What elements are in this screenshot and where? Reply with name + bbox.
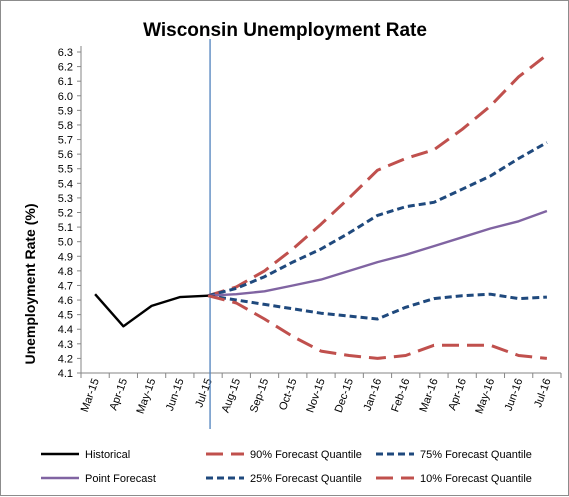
x-tick-label: Feb-16 bbox=[389, 377, 412, 414]
x-tick-label: Jun-16 bbox=[503, 377, 526, 413]
y-tick-label: 4.4 bbox=[58, 324, 73, 336]
y-tick-label: 4.7 bbox=[58, 280, 73, 292]
y-tick-label: 4.1 bbox=[58, 368, 73, 380]
y-tick-label: 6.3 bbox=[58, 47, 73, 59]
y-tick-label: 4.9 bbox=[58, 251, 73, 263]
y-tick-label: 5.4 bbox=[58, 178, 73, 190]
legend-label-historical: Historical bbox=[85, 449, 130, 461]
y-axis-label: Unemployment Rate (%) bbox=[22, 203, 38, 364]
x-tick-label: Mar-16 bbox=[418, 377, 441, 414]
legend-label-75-forecast-quantile: 75% Forecast Quantile bbox=[420, 449, 532, 461]
x-tick-label: Mar-15 bbox=[79, 377, 102, 414]
y-tick-label: 5.0 bbox=[58, 237, 73, 249]
x-tick-label: Jun-15 bbox=[164, 377, 187, 413]
y-tick-label: 4.2 bbox=[58, 353, 73, 365]
series-line-90-forecast-quantile bbox=[207, 53, 548, 298]
y-tick-label: 5.8 bbox=[58, 120, 73, 132]
y-tick-label: 4.6 bbox=[58, 295, 73, 307]
legend-label-point-forecast: Point Forecast bbox=[85, 473, 156, 485]
y-tick-label: 6.0 bbox=[58, 91, 73, 103]
y-tick-label: 4.5 bbox=[58, 310, 73, 322]
x-tick-label: Jan-16 bbox=[362, 377, 385, 413]
x-tick-label: Oct-15 bbox=[277, 377, 300, 412]
y-tick-label: 5.5 bbox=[58, 164, 73, 176]
y-tick-label: 5.6 bbox=[58, 149, 73, 161]
legend-label-25-forecast-quantile: 25% Forecast Quantile bbox=[250, 473, 362, 485]
y-tick-label: 5.7 bbox=[58, 135, 73, 147]
legend: Historical 90% Forecast Quantile 75% Forec… bbox=[41, 449, 532, 485]
x-tick-label: Aug-15 bbox=[220, 377, 243, 414]
legend-label-90-forecast-quantile: 90% Forecast Quantile bbox=[250, 449, 362, 461]
x-tick-label: May-15 bbox=[135, 377, 159, 416]
x-tick-label: Apr-15 bbox=[108, 377, 131, 412]
plot-area: 4.1 4.2 4.3 4.4 4.5 4.6 4.7 4.8 4.9 5.0 5.1 5.2 5.3 5… bbox=[58, 39, 562, 429]
x-tick-label: Sep-15 bbox=[248, 377, 271, 414]
legend-label-10-forecast-quantile: 10% Forecast Quantile bbox=[420, 473, 532, 485]
series-line-point-forecast bbox=[208, 209, 548, 297]
series-line-10-forecast-quantile bbox=[207, 294, 548, 360]
x-tick-label: Dec-15 bbox=[333, 377, 356, 414]
y-tick-label: 6.2 bbox=[58, 62, 73, 74]
y-tick-label: 4.3 bbox=[58, 339, 73, 351]
y-tick-label: 5.2 bbox=[58, 208, 73, 220]
chart-title: Wisconsin Unemployment Rate bbox=[143, 20, 427, 41]
y-tick-label: 6.1 bbox=[58, 76, 73, 88]
y-tick-label: 5.1 bbox=[58, 222, 73, 234]
y-tick-label: 5.9 bbox=[58, 105, 73, 117]
x-tick-label: Nov-15 bbox=[304, 377, 327, 414]
y-tick-label: 4.8 bbox=[58, 266, 73, 278]
x-tick-label: Apr-16 bbox=[446, 377, 469, 412]
series-line-75-forecast-quantile bbox=[207, 141, 548, 298]
x-tick-label: May-16 bbox=[473, 377, 497, 416]
x-tick-label: Jul-15 bbox=[193, 377, 215, 409]
x-tick-label: Jul-16 bbox=[532, 377, 554, 409]
y-tick-label: 5.3 bbox=[58, 193, 73, 205]
series-line-25-forecast-quantile bbox=[207, 292, 547, 321]
series-line-historical bbox=[94, 293, 209, 328]
